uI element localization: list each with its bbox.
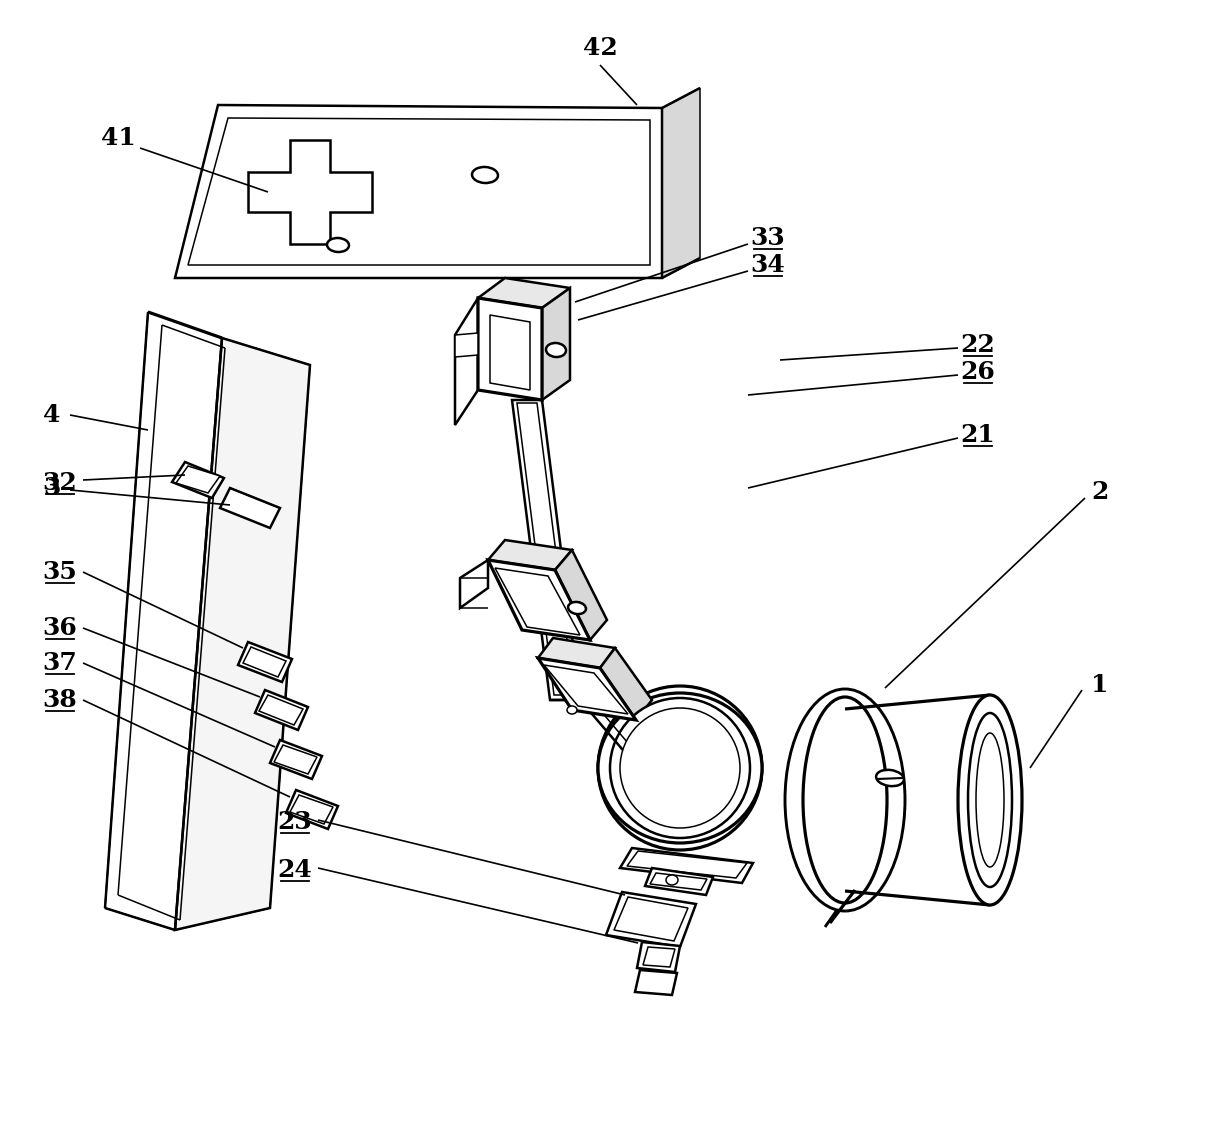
Polygon shape — [512, 400, 581, 700]
Ellipse shape — [620, 708, 740, 828]
Polygon shape — [662, 88, 700, 278]
Text: 35: 35 — [43, 561, 77, 583]
Polygon shape — [237, 642, 292, 682]
Polygon shape — [455, 297, 478, 426]
Polygon shape — [274, 745, 317, 774]
Polygon shape — [488, 540, 572, 570]
Polygon shape — [614, 897, 688, 942]
Polygon shape — [455, 333, 478, 357]
Polygon shape — [248, 140, 371, 244]
Polygon shape — [635, 970, 677, 995]
Polygon shape — [488, 561, 590, 639]
Text: 36: 36 — [43, 615, 77, 639]
Polygon shape — [555, 550, 606, 639]
Text: 3: 3 — [43, 476, 60, 500]
Polygon shape — [172, 462, 224, 498]
Text: 21: 21 — [961, 423, 995, 447]
Ellipse shape — [568, 602, 585, 614]
Text: 23: 23 — [278, 810, 312, 834]
Polygon shape — [478, 278, 569, 308]
Polygon shape — [544, 665, 629, 714]
Ellipse shape — [958, 696, 1022, 905]
Ellipse shape — [876, 770, 904, 786]
Polygon shape — [490, 315, 530, 390]
Polygon shape — [517, 403, 574, 696]
Ellipse shape — [598, 686, 763, 850]
Polygon shape — [176, 466, 220, 493]
Polygon shape — [538, 658, 636, 720]
Text: 2: 2 — [1091, 480, 1108, 505]
Text: 32: 32 — [43, 471, 77, 495]
Polygon shape — [645, 868, 713, 895]
Polygon shape — [494, 569, 581, 635]
Text: 34: 34 — [750, 253, 786, 277]
Ellipse shape — [785, 689, 905, 911]
Polygon shape — [244, 648, 287, 677]
Polygon shape — [649, 873, 707, 890]
Polygon shape — [260, 696, 303, 725]
Text: 22: 22 — [961, 333, 995, 357]
Polygon shape — [220, 488, 280, 529]
Polygon shape — [637, 942, 680, 972]
Ellipse shape — [803, 697, 887, 903]
Polygon shape — [538, 638, 615, 668]
Text: 38: 38 — [43, 688, 77, 712]
Text: 26: 26 — [961, 360, 995, 384]
Ellipse shape — [546, 343, 566, 357]
Ellipse shape — [472, 167, 498, 183]
Text: 24: 24 — [278, 858, 312, 882]
Polygon shape — [290, 795, 333, 824]
Text: 4: 4 — [43, 403, 60, 427]
Polygon shape — [643, 947, 675, 967]
Ellipse shape — [968, 713, 1012, 887]
Text: 42: 42 — [583, 35, 617, 59]
Polygon shape — [175, 105, 662, 278]
Text: 37: 37 — [43, 651, 77, 675]
Ellipse shape — [665, 875, 678, 885]
Polygon shape — [175, 337, 310, 930]
Polygon shape — [460, 561, 488, 607]
Ellipse shape — [975, 733, 1004, 867]
Ellipse shape — [327, 238, 349, 252]
Ellipse shape — [598, 693, 763, 843]
Text: 33: 33 — [750, 227, 786, 251]
Polygon shape — [627, 851, 747, 877]
Ellipse shape — [610, 698, 750, 839]
Polygon shape — [542, 288, 569, 400]
Text: 41: 41 — [101, 126, 135, 150]
Polygon shape — [600, 648, 652, 720]
Polygon shape — [255, 690, 308, 730]
Text: 1: 1 — [1091, 673, 1108, 697]
Polygon shape — [620, 848, 753, 883]
Ellipse shape — [567, 706, 577, 714]
Polygon shape — [271, 740, 322, 779]
Polygon shape — [478, 297, 542, 400]
Polygon shape — [287, 791, 338, 829]
Polygon shape — [606, 892, 696, 947]
Polygon shape — [105, 312, 310, 930]
